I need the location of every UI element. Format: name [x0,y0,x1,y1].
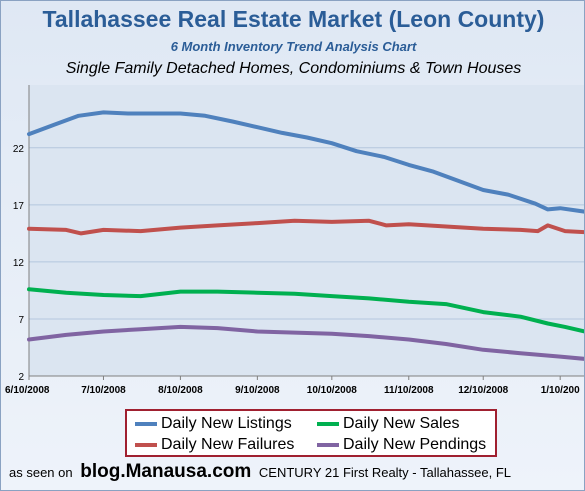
y-tick-label: 17 [13,201,25,212]
footer-prefix: as seen on [9,465,73,480]
legend-item-failures: Daily New Failures [135,435,294,455]
legend-label-pendings: Daily New Pendings [343,436,487,453]
legend-item-sales: Daily New Sales [317,414,459,434]
y-tick-label: 12 [13,258,25,269]
x-tick-label: 1/10/200 [541,385,580,396]
y-tick-label: 7 [18,315,24,326]
chart-property-types: Single Family Detached Homes, Condominiu… [65,60,522,77]
legend-item-listings: Daily New Listings [135,414,292,434]
x-tick-label: 7/10/2008 [81,385,126,396]
x-tick-label: 10/10/2008 [307,385,357,396]
legend: Daily New Listings Daily New Sales Daily… [125,409,497,457]
y-tick-label: 22 [13,144,25,155]
series-line-daily-new-pendings [27,324,584,361]
series-line-daily-new-listings [27,110,584,214]
x-tick-label: 8/10/2008 [158,385,203,396]
footer-site-link[interactable]: blog.Manausa.com [80,461,252,482]
series-line-daily-new-sales [27,287,584,334]
chart-subtitle: 6 Month Inventory Trend Analysis Chart [170,39,417,54]
legend-swatch-pendings [317,443,339,447]
footer-credit: as seen on blog.Manausa.com CENTURY 21 F… [9,461,584,483]
legend-swatch-sales [317,422,339,426]
series-line-daily-new-failures [27,218,584,236]
legend-item-pendings: Daily New Pendings [317,435,486,455]
x-tick-label: 6/10/2008 [5,385,50,396]
x-tick-label: 11/10/2008 [384,385,434,396]
chart-title: Tallahassee Real Estate Market (Leon Cou… [42,6,545,32]
y-tick-label: 2 [18,372,24,383]
legend-label-sales: Daily New Sales [343,415,460,432]
legend-swatch-failures [135,443,157,447]
x-tick-label: 9/10/2008 [235,385,280,396]
legend-label-failures: Daily New Failures [161,436,295,453]
legend-label-listings: Daily New Listings [161,415,292,432]
x-tick-label: 12/10/2008 [458,385,508,396]
footer-suffix: CENTURY 21 First Realty - Tallahassee, F… [258,465,512,480]
legend-swatch-listings [135,422,157,426]
